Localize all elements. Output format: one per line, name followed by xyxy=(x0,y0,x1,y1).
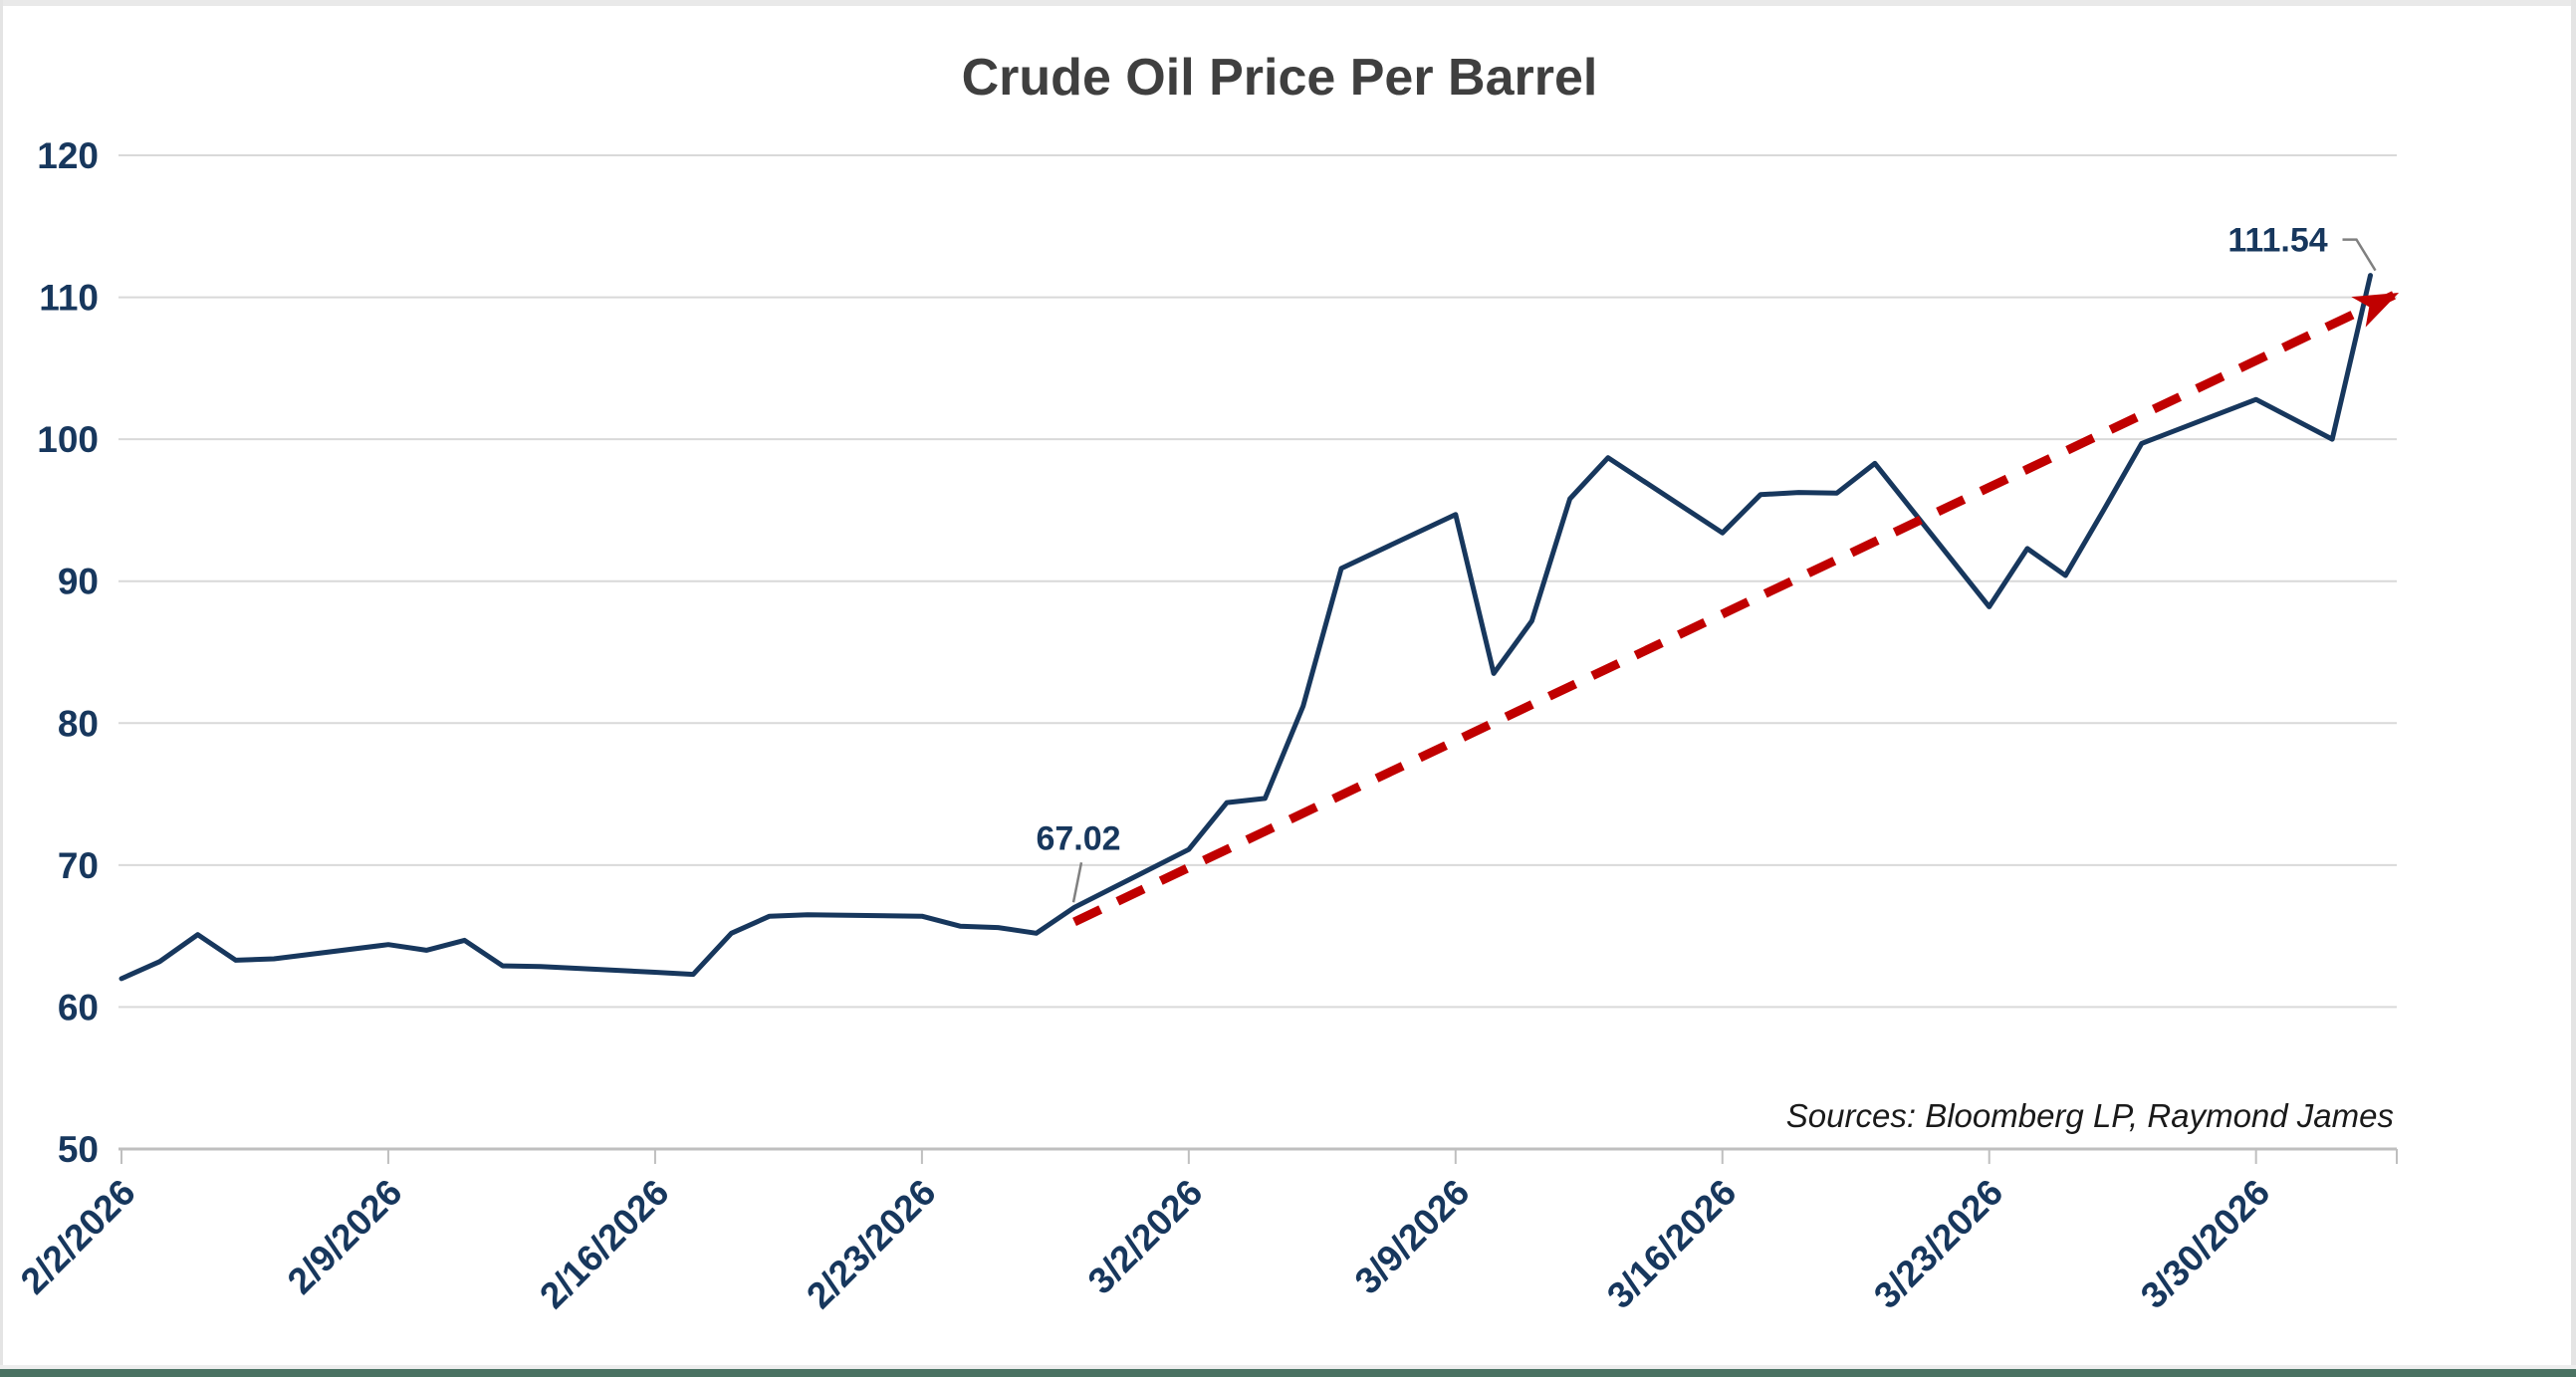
leader-line-end-annotation xyxy=(2342,238,2377,272)
y-tick-label: 70 xyxy=(58,845,99,886)
page-bottom-green-strip xyxy=(0,1369,2576,1377)
x-tick-label: 2/2/2026 xyxy=(13,1172,143,1302)
page-border-right xyxy=(2571,0,2576,1377)
y-tick-label: 120 xyxy=(37,135,99,176)
y-tick-label: 80 xyxy=(58,703,99,744)
y-tick-label: 110 xyxy=(39,278,99,319)
annotation-end-value: 111.54 xyxy=(2227,222,2327,260)
annotations: 67.02 111.54 xyxy=(1036,222,2377,903)
y-tick-label: 50 xyxy=(58,1129,99,1170)
x-tick-label: 2/16/2026 xyxy=(532,1172,676,1316)
chart-title: Crude Oil Price Per Barrel xyxy=(962,49,1598,107)
x-tick-label: 3/2/2026 xyxy=(1080,1172,1211,1302)
trend-line xyxy=(1072,291,2400,926)
x-tick-label: 2/23/2026 xyxy=(799,1172,943,1316)
gridlines-and-y-axis: 50 60 70 80 90 100 110 120 xyxy=(37,135,2397,1170)
x-tick-label: 2/9/2026 xyxy=(280,1172,410,1302)
x-tick-label: 3/16/2026 xyxy=(1599,1172,1744,1316)
x-tick-label: 3/30/2026 xyxy=(2133,1172,2277,1316)
price-line-series xyxy=(118,273,2373,982)
x-tick-label: 3/23/2026 xyxy=(1866,1172,2010,1316)
page-border-bottom xyxy=(0,1365,2576,1369)
leader-line-start-annotation xyxy=(1071,862,1083,903)
page-border-left xyxy=(0,0,3,1377)
y-tick-label: 100 xyxy=(37,419,99,460)
x-axis-ticks-and-labels: 2/2/2026 2/9/2026 2/16/2026 2/23/2026 3/2/20… xyxy=(13,1149,2398,1316)
page-border-top xyxy=(0,0,2576,6)
sources-note: Sources: Bloomberg LP, Raymond James xyxy=(1786,1097,2394,1134)
x-tick-label: 3/9/2026 xyxy=(1347,1172,1478,1302)
y-tick-label: 90 xyxy=(58,562,99,602)
annotation-start-value: 67.02 xyxy=(1036,819,1120,857)
y-tick-label: 60 xyxy=(58,987,99,1028)
